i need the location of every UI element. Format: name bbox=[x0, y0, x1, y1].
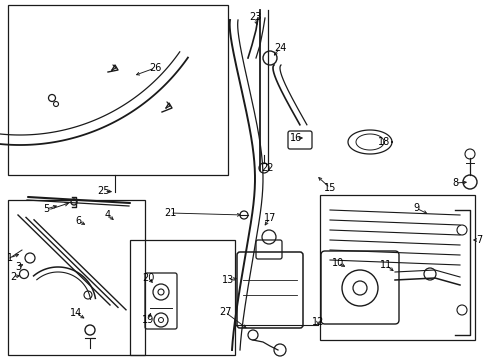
Text: 1: 1 bbox=[7, 253, 13, 263]
Bar bbox=[8, 5, 227, 175]
Bar bbox=[319, 195, 474, 340]
Text: 21: 21 bbox=[163, 208, 176, 218]
Text: 2: 2 bbox=[10, 272, 16, 282]
Text: 15: 15 bbox=[323, 183, 336, 193]
Text: 23: 23 bbox=[248, 12, 261, 22]
Text: 3: 3 bbox=[15, 262, 21, 272]
Text: 12: 12 bbox=[311, 317, 324, 327]
Text: 5: 5 bbox=[43, 204, 49, 214]
Text: 4: 4 bbox=[105, 210, 111, 220]
Bar bbox=[130, 240, 235, 355]
Text: 6: 6 bbox=[75, 216, 81, 226]
Text: 17: 17 bbox=[263, 213, 276, 223]
Text: 14: 14 bbox=[70, 308, 82, 318]
Text: 19: 19 bbox=[142, 315, 154, 325]
Text: 27: 27 bbox=[218, 307, 231, 317]
Text: 20: 20 bbox=[142, 273, 154, 283]
Text: 22: 22 bbox=[261, 163, 274, 173]
Text: 25: 25 bbox=[98, 186, 110, 196]
Text: 10: 10 bbox=[331, 258, 344, 268]
Text: 11: 11 bbox=[379, 260, 391, 270]
Text: 8: 8 bbox=[451, 178, 457, 188]
Text: 16: 16 bbox=[289, 133, 302, 143]
Bar bbox=[8, 200, 145, 355]
Text: 26: 26 bbox=[148, 63, 161, 73]
Text: 9: 9 bbox=[412, 203, 418, 213]
Text: 24: 24 bbox=[273, 43, 285, 53]
Text: 13: 13 bbox=[222, 275, 234, 285]
Text: 7: 7 bbox=[475, 235, 481, 245]
Text: 18: 18 bbox=[377, 137, 389, 147]
